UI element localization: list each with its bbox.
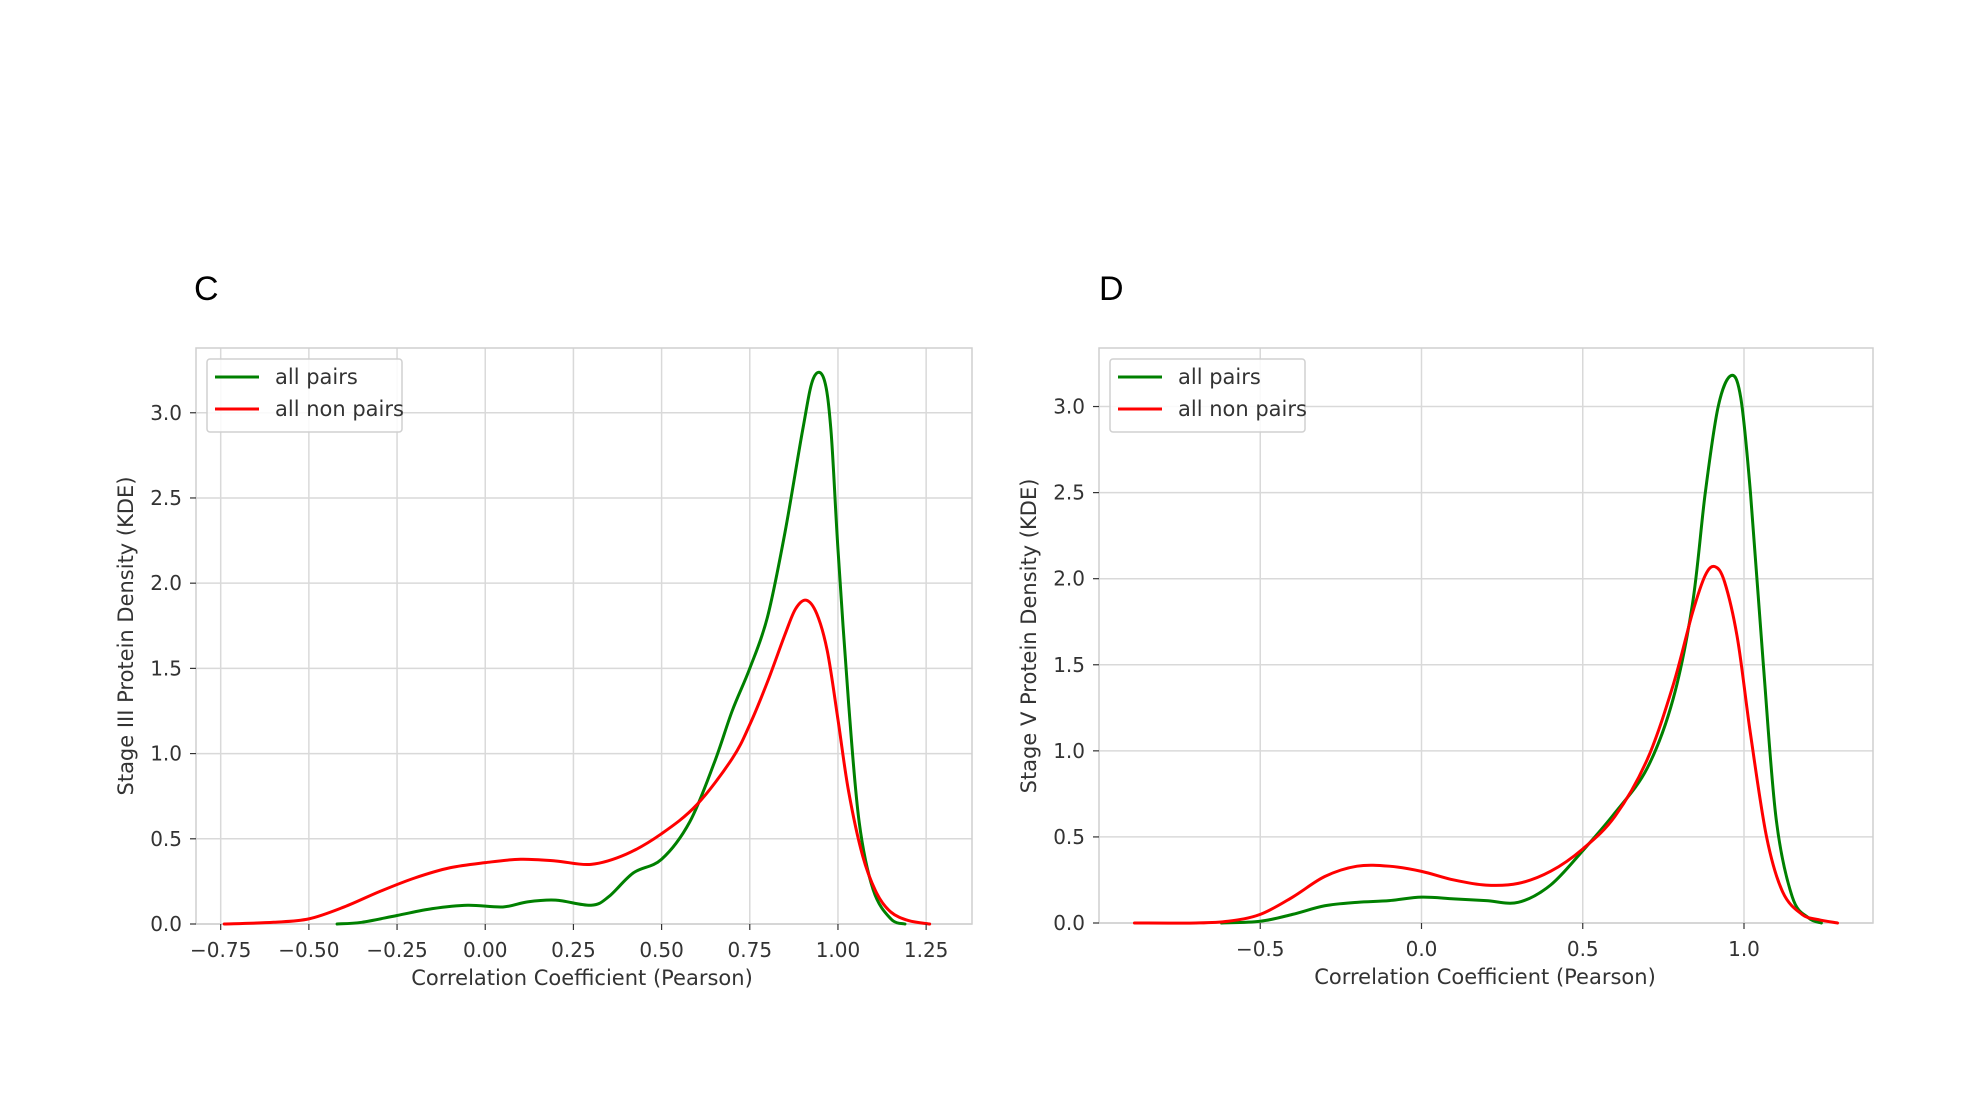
y-tick-label: 1.0 [1053, 739, 1085, 763]
series-line-all-pairs [1220, 373, 1823, 925]
y-tick-label: 1.0 [150, 742, 182, 766]
x-tick-label: 0.0 [1406, 937, 1438, 961]
y-tick-label: 3.0 [150, 401, 182, 425]
legend-d: all pairs all non pairs [1109, 358, 1307, 433]
x-tick-label: 1.00 [816, 938, 861, 962]
y-tick-label: 0.0 [150, 912, 182, 936]
x-tick-label: −0.5 [1236, 937, 1285, 961]
grid-c [196, 348, 972, 925]
chart-panel-d: D −0.5 0.0 0.5 1.0 0.0 0.5 1.0 1.5 2.0 2.5 3.0 Co… [1017, 270, 1874, 989]
plot-frame-c [195, 347, 973, 925]
y-tick-label: 2.0 [1053, 567, 1085, 591]
legend-label-all-pairs-d: all pairs [1178, 365, 1261, 389]
x-tick-label: 1.0 [1728, 937, 1760, 961]
y-axis-title-c: Stage III Protein Density (KDE) [114, 476, 138, 795]
x-tick-label: 1.25 [904, 938, 949, 962]
y-tick-label: 2.0 [150, 571, 182, 595]
y-tick-label: 0.5 [1053, 825, 1085, 849]
series-line-all-non-pairs [222, 598, 932, 926]
legend-label-all-non-pairs-c: all non pairs [275, 397, 404, 421]
x-ticks-d: −0.5 0.0 0.5 1.0 [1236, 923, 1760, 961]
x-tick-label: 0.5 [1567, 937, 1599, 961]
y-ticks-d: 0.0 0.5 1.0 1.5 2.0 2.5 3.0 [1053, 395, 1099, 935]
x-tick-label: 0.50 [639, 938, 684, 962]
plot-frame-d [1098, 347, 1874, 924]
x-tick-label: −0.75 [190, 938, 251, 962]
x-tick-label: −0.50 [278, 938, 339, 962]
x-tick-label: 0.25 [551, 938, 596, 962]
y-tick-label: 3.0 [1053, 395, 1085, 419]
series-line-all-non-pairs [1132, 564, 1840, 925]
y-tick-label: 2.5 [1053, 481, 1085, 505]
x-tick-label: 0.00 [463, 938, 508, 962]
panel-label-d: D [1099, 270, 1124, 308]
x-tick-label: −0.25 [366, 938, 427, 962]
legend-label-all-non-pairs-d: all non pairs [1178, 397, 1307, 421]
x-axis-title-c: Correlation Coefficient (Pearson) [411, 966, 753, 990]
chart-panel-c: C −0.75 −0.50 −0.25 0.00 0.25 0.50 0.75 1.00 1.2… [114, 270, 973, 990]
series-d [1132, 373, 1840, 925]
y-ticks-c: 0.0 0.5 1.0 1.5 2.0 2.5 3.0 [150, 401, 196, 936]
y-tick-label: 1.5 [150, 656, 182, 680]
x-tick-label: 0.75 [728, 938, 773, 962]
x-axis-title-d: Correlation Coefficient (Pearson) [1314, 965, 1656, 989]
y-tick-label: 1.5 [1053, 653, 1085, 677]
panel-label-c: C [194, 270, 219, 308]
y-tick-label: 0.0 [1053, 911, 1085, 935]
series-line-all-pairs [335, 370, 907, 926]
y-tick-label: 0.5 [150, 827, 182, 851]
x-ticks-c: −0.75 −0.50 −0.25 0.00 0.25 0.50 0.75 1.00 1.25 [190, 924, 948, 962]
y-axis-title-d: Stage V Protein Density (KDE) [1017, 479, 1041, 794]
series-c [222, 370, 932, 926]
y-tick-label: 2.5 [150, 486, 182, 510]
legend-label-all-pairs-c: all pairs [275, 365, 358, 389]
legend-c: all pairs all non pairs [206, 358, 404, 433]
